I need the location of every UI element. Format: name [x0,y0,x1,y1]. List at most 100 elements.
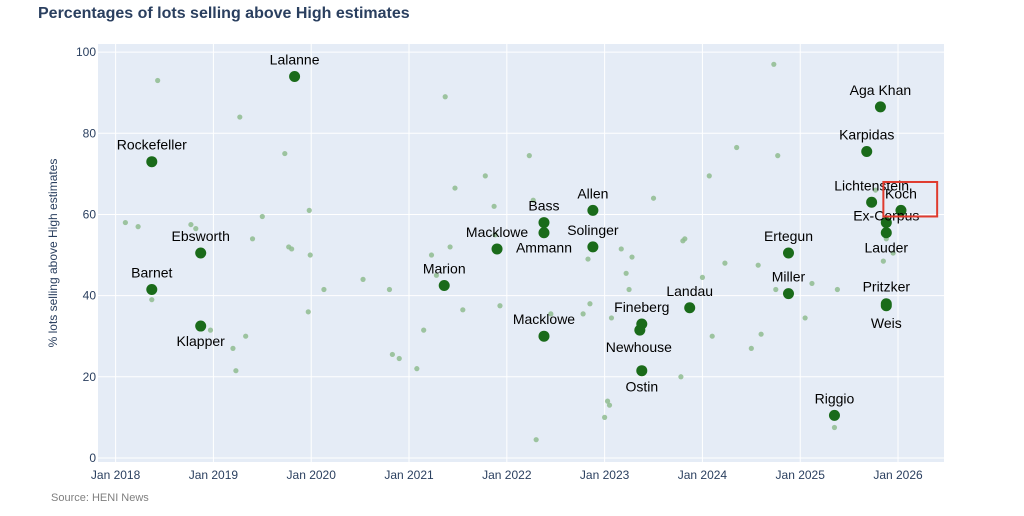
background-point [608,315,615,321]
point-label: Klapper [177,333,226,349]
highlight-point [782,247,794,259]
highlight-point [491,243,503,255]
y-axis-title: % lots selling above High estimates [46,159,60,348]
background-point [773,286,779,293]
y-tick-label: 80 [83,126,97,140]
point-labels: Lalanne Rockefeller Ebsworth Barnet Klapper M… [117,51,920,406]
background-point [771,61,777,67]
background-point [872,187,879,193]
point-label: Marion [423,260,466,276]
background-point [306,207,312,213]
background-point [389,351,395,358]
point-label: Riggio [815,390,855,406]
background-point [447,244,453,250]
chart-title: Percentages of lots selling above High e… [38,5,410,22]
background-point [360,276,366,282]
point-label: Koch [885,185,917,201]
highlight-point [146,156,158,168]
highlight-point [880,217,892,229]
background-point [623,270,629,276]
background-point [243,333,249,339]
background-point [233,368,239,374]
background-point [775,153,781,159]
highlight-point [195,247,207,259]
highlighted-points [146,70,907,421]
background-point [722,260,728,266]
point-label: Macklowe [466,224,528,240]
background-point [396,355,402,362]
background-point [606,402,613,408]
background-point [452,185,458,191]
x-tick-label: Jan 2019 [189,468,239,482]
background-point [305,309,311,315]
background-point [699,274,706,280]
point-label: Ammann [516,240,572,256]
y-tick-label: 20 [83,370,97,384]
background-point [890,250,896,256]
background-point [249,236,256,242]
annotation-box [882,180,939,218]
background-point [585,256,591,262]
background-point [626,286,632,293]
background-point [587,301,593,307]
point-label: Weis [871,315,902,331]
highlight-point [828,409,840,421]
background-point [709,333,715,339]
background-point [880,258,886,264]
background-point [530,197,536,203]
background-point [629,254,635,260]
background-point [533,437,539,443]
background-point [548,311,554,317]
highlight-point [538,330,550,342]
y-tick-label: 40 [83,289,97,303]
x-tick-label: Jan 2025 [776,468,826,482]
background-point [604,398,611,404]
point-label: Newhouse [606,339,672,355]
point-label: Rockefeller [117,137,187,153]
highlight-point [438,279,450,291]
highlight-point [866,196,878,208]
background-point [755,262,761,268]
x-tick-label: Jan 2023 [580,468,630,482]
x-tick-label: Jan 2020 [287,468,337,482]
point-label: Lauder [864,240,908,256]
point-label: Lalanne [270,51,320,67]
point-label: Fineberg [614,299,669,315]
background-point [155,77,161,84]
background-point [758,331,764,337]
point-label: Karpidas [839,127,894,143]
point-label: Ostin [625,379,658,395]
background-point [491,203,497,209]
background-point [831,424,838,431]
plot-area [98,44,944,462]
background-point [237,114,243,120]
point-label: Aga Khan [850,82,912,98]
highlight-point [538,227,550,239]
background-point [122,219,128,226]
highlight-point [874,101,886,113]
axis-layer: 0 20 40 60 80 100 Jan 2018 Jan 2019 Jan 2020 Jan … [76,45,923,482]
highlight-point [289,70,301,82]
highlight-point [782,288,794,300]
background-point [706,173,712,179]
background-point [460,307,466,313]
background-point [193,226,199,232]
highlight-point [587,204,599,216]
background-point [497,303,503,309]
background-point [289,246,295,252]
grid-layer [98,44,944,462]
background-point [748,345,754,351]
source-note: Source: HENI News [51,492,149,504]
highlight-point [636,365,648,377]
background-point [428,252,435,258]
background-point [802,315,808,321]
highlight-point [587,241,599,253]
background-point [442,94,448,100]
background-point [602,414,608,420]
x-tick-label: Jan 2018 [91,468,141,482]
background-point [809,280,815,287]
background-point [526,153,532,159]
background-point [492,232,498,238]
point-label: Miller [772,269,806,285]
